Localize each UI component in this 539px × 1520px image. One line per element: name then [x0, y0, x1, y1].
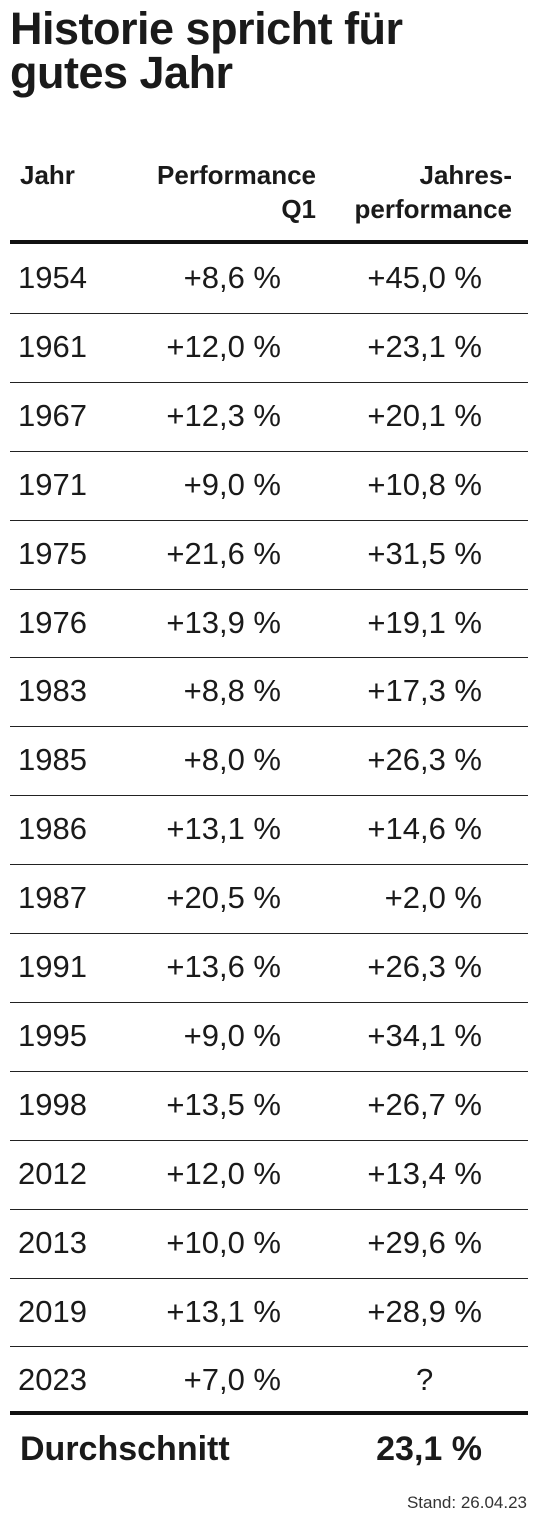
- header-cell: Jahr: [20, 160, 75, 190]
- table-cell: +14,6 %: [367, 811, 482, 847]
- row-rule: [10, 657, 528, 659]
- table-cell: +12,0 %: [166, 328, 281, 364]
- table-cell: +23,1 %: [367, 328, 482, 364]
- footer-label: Durchschnitt: [20, 1430, 230, 1469]
- table-cell: +12,3 %: [166, 397, 281, 433]
- row-rule: [10, 1001, 528, 1003]
- table-cell: 1967: [18, 397, 87, 433]
- table-cell: +19,1 %: [367, 604, 482, 640]
- row-rule: [10, 1346, 528, 1348]
- row-rule: [10, 450, 528, 452]
- header-rule: [10, 240, 528, 244]
- table-cell: 1954: [18, 260, 87, 295]
- title-line: Historie spricht für: [10, 3, 403, 54]
- table-cell: 1986: [18, 811, 87, 847]
- table-cell: +8,0 %: [183, 742, 281, 778]
- row-rule: [10, 864, 528, 866]
- table-cell: 1987: [18, 880, 87, 916]
- table-cell: +8,8 %: [183, 673, 281, 709]
- table-cell: +26,3 %: [367, 742, 482, 778]
- table-cell: +8,6 %: [183, 260, 281, 295]
- table-cell: +9,0 %: [183, 1017, 281, 1053]
- table-cell: 1975: [18, 535, 87, 571]
- table-cell: ?: [416, 1362, 434, 1398]
- row-rule: [10, 933, 528, 934]
- table-cell: +13,1 %: [166, 1293, 281, 1329]
- table-cell: 1961: [18, 328, 87, 364]
- table-cell: +9,0 %: [183, 466, 281, 502]
- table-cell: 2013: [18, 1224, 87, 1260]
- table-cell: +20,1 %: [367, 397, 482, 433]
- table-cell: +20,5 %: [166, 880, 281, 916]
- row-rule: [10, 588, 528, 590]
- table-cell: 1985: [18, 742, 87, 778]
- table-cell: +13,9 %: [166, 604, 281, 640]
- table-cell: 1971: [18, 466, 87, 502]
- table-cell: +13,6 %: [166, 949, 281, 984]
- table-cell: +45,0 %: [367, 260, 482, 295]
- table-cell: 2023: [18, 1362, 87, 1398]
- table-cell: +13,5 %: [166, 1086, 281, 1122]
- row-rule: [10, 795, 528, 797]
- table-cell: +34,1 %: [367, 1017, 482, 1053]
- table-cell: +13,4 %: [367, 1155, 482, 1191]
- table-cell: 1995: [18, 1017, 87, 1053]
- header-cell: performance: [354, 194, 513, 224]
- row-rule: [10, 381, 528, 383]
- table-cell: 2019: [18, 1293, 87, 1329]
- table-cell: +7,0 %: [183, 1362, 281, 1398]
- table-cell: 1983: [18, 673, 87, 709]
- title-line: gutes Jahr: [10, 47, 233, 98]
- header-cell: Jahres-: [419, 160, 513, 190]
- table-cell: +2,0 %: [384, 880, 482, 916]
- table-cell: +31,5 %: [367, 535, 482, 571]
- table-cell: +17,3 %: [367, 673, 482, 709]
- header-cell: Performance: [157, 160, 316, 190]
- table-cell: 2012: [18, 1155, 87, 1191]
- table-cell: +28,9 %: [367, 1293, 482, 1329]
- table-cell: +12,0 %: [166, 1155, 281, 1191]
- table-cell: +26,3 %: [367, 949, 482, 984]
- table-cell: +21,6 %: [166, 535, 281, 571]
- header-cell: Q1: [281, 194, 316, 224]
- row-rule: [10, 1070, 528, 1072]
- table-cell: +29,6 %: [367, 1224, 482, 1260]
- row-rule: [10, 519, 528, 521]
- table-cell: +13,1 %: [166, 811, 281, 847]
- note: Stand: 26.04.23: [406, 1493, 527, 1513]
- table-cell: 1976: [18, 604, 87, 640]
- row-rule: [10, 1139, 528, 1141]
- row-rule: [10, 1277, 528, 1279]
- table-cell: 1991: [18, 949, 87, 984]
- footer-rule: [10, 1411, 528, 1416]
- table-cell: +26,7 %: [367, 1086, 482, 1122]
- table-cell: +10,8 %: [367, 466, 482, 502]
- row-rule: [10, 726, 528, 728]
- row-rule: [10, 1208, 528, 1210]
- table-cell: +10,0 %: [166, 1224, 281, 1260]
- footer-value: 23,1 %: [376, 1430, 482, 1469]
- table-cell: 1998: [18, 1086, 87, 1122]
- row-rule: [10, 312, 528, 314]
